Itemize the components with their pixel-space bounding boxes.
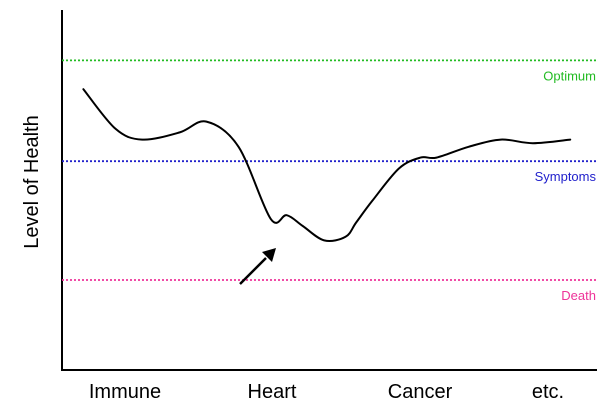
- reference-label-death: Death: [561, 288, 596, 303]
- series-line-health: [82, 88, 572, 243]
- category-label-etc: etc.: [532, 381, 564, 403]
- category-label-immune: Immune: [89, 381, 161, 403]
- reference-label-symptoms: Symptoms: [535, 169, 597, 184]
- category-label-heart: Heart: [248, 381, 297, 403]
- y-axis-label: Level of Health: [21, 115, 43, 248]
- annotation-arrow: [239, 248, 276, 285]
- category-label-cancer: Cancer: [388, 381, 453, 403]
- reference-label-optimum: Optimum: [543, 68, 596, 83]
